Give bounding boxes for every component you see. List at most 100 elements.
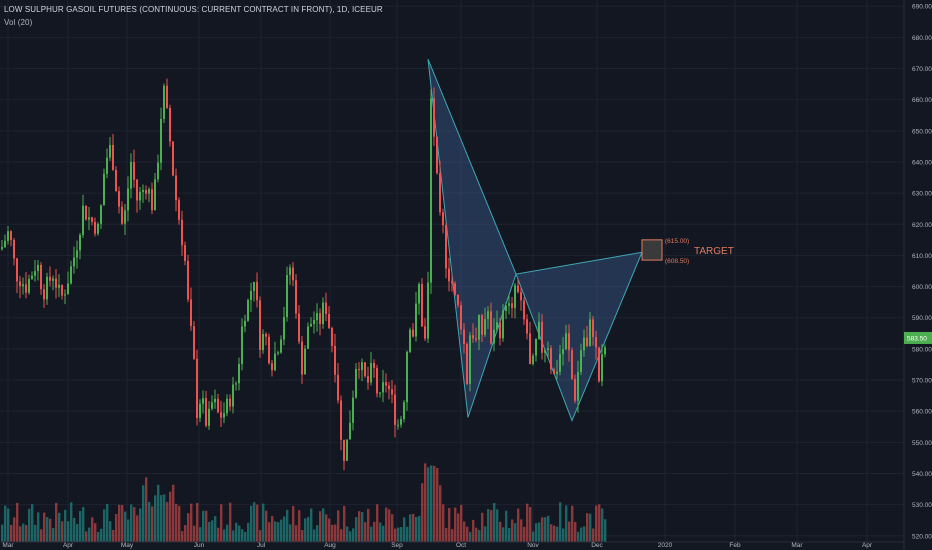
volume-bar (316, 525, 319, 542)
volume-bar (292, 506, 295, 542)
time-axis[interactable]: Mar Apr May Jun Jul Aug Sep Oct Nov Dec 2020 Feb Mar… (0, 541, 904, 549)
volume-bar (433, 465, 436, 542)
volume-bar (442, 504, 445, 542)
candle-body (169, 107, 171, 142)
candle-body (61, 284, 63, 296)
time-tick-label: Mar (2, 542, 14, 549)
time-tick-label: Apr (862, 542, 873, 549)
volume-bar (58, 512, 61, 542)
candle-body (355, 369, 357, 398)
candle-body (436, 136, 438, 174)
volume-bar (64, 509, 67, 542)
candle-body (148, 189, 150, 194)
time-tick-label: Jun (194, 542, 205, 549)
volume-bar (475, 527, 478, 542)
candle-body (268, 336, 270, 364)
candle-body (337, 374, 339, 401)
volume-bar (130, 504, 133, 542)
candle-body (100, 205, 102, 224)
candle-body (604, 347, 606, 355)
volume-bar (481, 512, 484, 542)
candle-body (334, 345, 336, 375)
candle-body (37, 264, 39, 272)
volume-bar (508, 527, 511, 542)
candle-body (202, 398, 204, 404)
volume-bar (379, 522, 382, 542)
price-tick-label: 560.00 (912, 409, 932, 416)
volume-bar (580, 527, 583, 542)
volume-bar (370, 526, 373, 542)
volume-bar (571, 505, 574, 542)
volume-bar (520, 519, 523, 542)
volume-bar (361, 512, 364, 542)
candle-body (466, 343, 468, 384)
volume-bar (373, 521, 376, 542)
volume-bar (13, 517, 16, 542)
candle-body (181, 219, 183, 246)
volume-bar (355, 517, 358, 542)
volume-bar (28, 508, 31, 542)
volume-bar (382, 525, 385, 542)
candle-body (286, 275, 288, 318)
candle-body (388, 385, 390, 390)
candlestick-series[interactable] (1, 78, 606, 471)
candle-body (352, 397, 354, 423)
candle-body (349, 422, 351, 440)
volume-bar (562, 528, 565, 542)
candle-body (430, 98, 432, 283)
candle-body (166, 85, 168, 108)
volume-bar (226, 524, 229, 542)
volume-bar (232, 530, 235, 542)
candle-body (283, 317, 285, 340)
volume-bar (277, 522, 280, 542)
volume-bar (469, 531, 472, 542)
candle-body (340, 400, 342, 440)
candle-body (517, 285, 519, 293)
candle-body (496, 322, 498, 330)
candle-body (562, 349, 564, 355)
candle-body (289, 267, 291, 276)
price-axis[interactable]: 520.00 530.00 540.00 550.00 560.00 570.00 580.… (903, 0, 932, 550)
volume-bar (394, 528, 397, 542)
volume-bar (82, 507, 85, 542)
candle-body (529, 333, 531, 364)
candle-body (106, 157, 108, 174)
candle-body (595, 336, 597, 348)
volume-bar (178, 506, 181, 542)
volume-bar (586, 513, 589, 542)
candle-body (25, 284, 27, 293)
volume-bar (145, 477, 148, 542)
candle-body (121, 206, 123, 224)
candle-body (88, 217, 90, 220)
price-tick-label: 570.00 (912, 378, 932, 385)
volume-bar (139, 508, 142, 542)
candle-body (547, 348, 549, 350)
volume-bar (109, 521, 112, 542)
volume-bar (424, 463, 427, 542)
candle-body (508, 303, 510, 306)
candle-body (460, 305, 462, 330)
candle-body (34, 271, 36, 276)
volume-bar (88, 527, 91, 542)
candle-body (274, 353, 276, 371)
time-tick-label: Dec (591, 542, 603, 549)
volume-bar (457, 513, 460, 542)
volume-bar (202, 510, 205, 542)
volume-bar (49, 518, 52, 542)
volume-bar (598, 504, 601, 542)
candle-body (139, 191, 141, 201)
volume-bar (307, 517, 310, 542)
time-tick-label: Aug (324, 542, 336, 549)
candle-body (361, 362, 363, 371)
volume-bar (535, 523, 538, 542)
volume-bar (445, 527, 448, 542)
candle-body (580, 350, 582, 372)
candle-body (241, 326, 243, 365)
volume-bar (532, 531, 535, 542)
candle-body (346, 439, 348, 461)
volume-bar (67, 521, 70, 542)
volume-bar (154, 495, 157, 542)
volume-indicator-label: Vol (20) (4, 18, 33, 27)
volume-bar (589, 513, 592, 542)
